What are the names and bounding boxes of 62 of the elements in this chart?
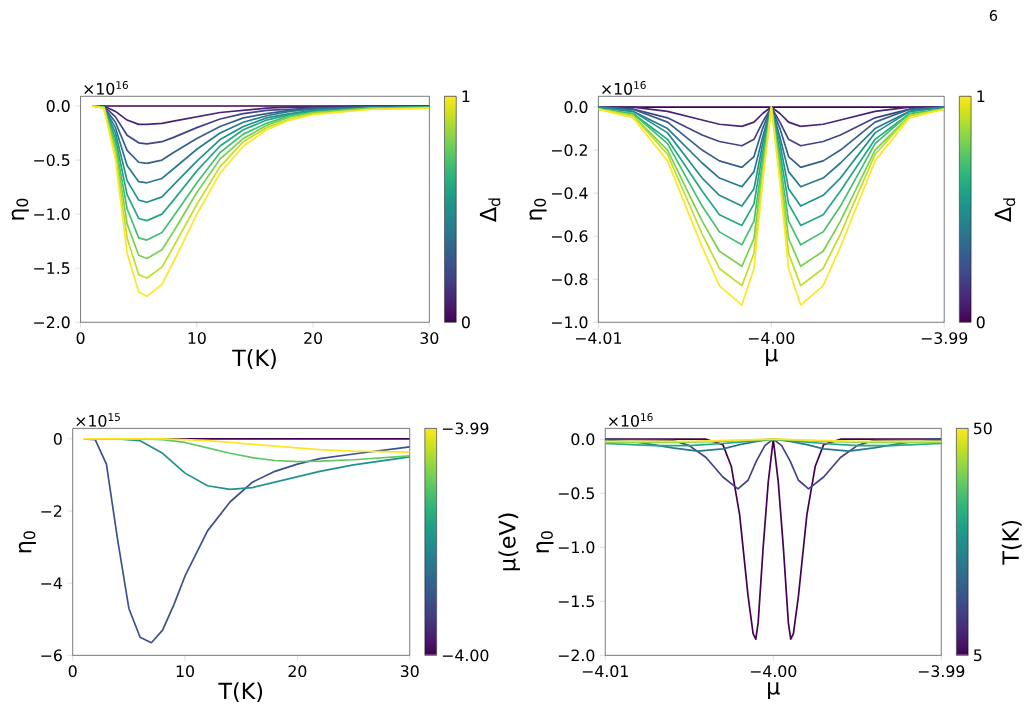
y-axis-title: η$_{0}$ — [536, 531, 554, 553]
x-tick-label: −4.01 — [582, 665, 628, 677]
y-tick-label: 0 — [53, 432, 62, 445]
color-bar-title: Δ$_{d}$ — [479, 198, 501, 222]
line-series — [605, 438, 942, 447]
x-tick-label: −4.00 — [750, 665, 797, 677]
y-axis-title: η$_{0}$ — [18, 531, 36, 553]
color-bar-title: T(K) — [1001, 520, 1022, 565]
y-tick-label: −1.0 — [558, 541, 595, 554]
y-tick-label: −0.8 — [552, 273, 588, 286]
y-axis-title: η$_{0}$ — [11, 198, 29, 220]
x-tick-label: −3.99 — [921, 331, 968, 344]
text: ×10$^{16}$ — [608, 412, 653, 427]
y-tick-label: −0.5 — [558, 487, 595, 500]
color-bar-label: 50 — [974, 422, 992, 435]
x-tick-label: 10 — [188, 331, 206, 344]
line-series — [598, 106, 945, 207]
x-tick-label: 20 — [288, 665, 307, 677]
line-series — [605, 438, 942, 490]
y-tick-label: −0.2 — [552, 143, 587, 156]
y-tick-label: −1.5 — [34, 262, 70, 274]
text: ×10$^{16}$ — [84, 80, 128, 95]
y-tick-label: −0.5 — [34, 153, 70, 166]
color-bar-label: 1 — [462, 90, 470, 102]
color-bar-title: μ(eV) — [498, 513, 520, 571]
x-tick-label: 20 — [304, 331, 323, 344]
x-axis-title: μ — [766, 348, 778, 366]
x-tick-label: 30 — [400, 665, 419, 677]
color-bar-label: −3.99 — [442, 422, 489, 435]
color-bar-label: 0 — [976, 316, 985, 329]
y-tick-label: −1.0 — [552, 316, 588, 329]
y-tick-label: 0.0 — [571, 433, 595, 445]
y-tick-label: −0.6 — [552, 230, 588, 242]
x-axis-title: μ — [768, 682, 780, 699]
y-tick-label: 0.0 — [46, 99, 70, 112]
x-tick-label: −3.99 — [918, 665, 965, 677]
y-tick-label: −0.4 — [552, 187, 588, 199]
color-bar-label: 5 — [974, 649, 982, 662]
y-tick-label: −1.5 — [558, 595, 595, 607]
y-tick-label: 0.0 — [564, 100, 588, 113]
x-tick-label: −4.01 — [575, 331, 621, 344]
x-tick-label: 0 — [76, 331, 85, 344]
y-tick-label: −6 — [41, 649, 62, 662]
y-tick-label: −1.0 — [34, 208, 70, 220]
color-bar-title: Δ$_{d}$ — [994, 198, 1016, 222]
color-bar-label: 1 — [977, 90, 985, 102]
y-tick-label: −2.0 — [558, 649, 595, 662]
color-bar-label: 0 — [461, 316, 470, 329]
y-axis-title: η$_{0}$ — [529, 198, 547, 220]
x-axis-title: T(K) — [232, 348, 276, 369]
x-axis-title: T(K) — [218, 682, 263, 702]
y-tick-label: −2.0 — [34, 316, 70, 329]
y-tick-label: −4 — [41, 577, 62, 589]
text: ×10$^{16}$ — [602, 80, 646, 95]
y-tick-label: −2 — [41, 505, 62, 517]
text: ×10$^{15}$ — [76, 413, 120, 427]
color-bar-label: −4.00 — [442, 649, 489, 662]
x-tick-label: 10 — [176, 665, 195, 677]
line-series — [598, 106, 945, 168]
text: 6 — [989, 9, 998, 21]
x-tick-label: −4.00 — [748, 331, 795, 344]
x-tick-label: 30 — [420, 331, 439, 344]
